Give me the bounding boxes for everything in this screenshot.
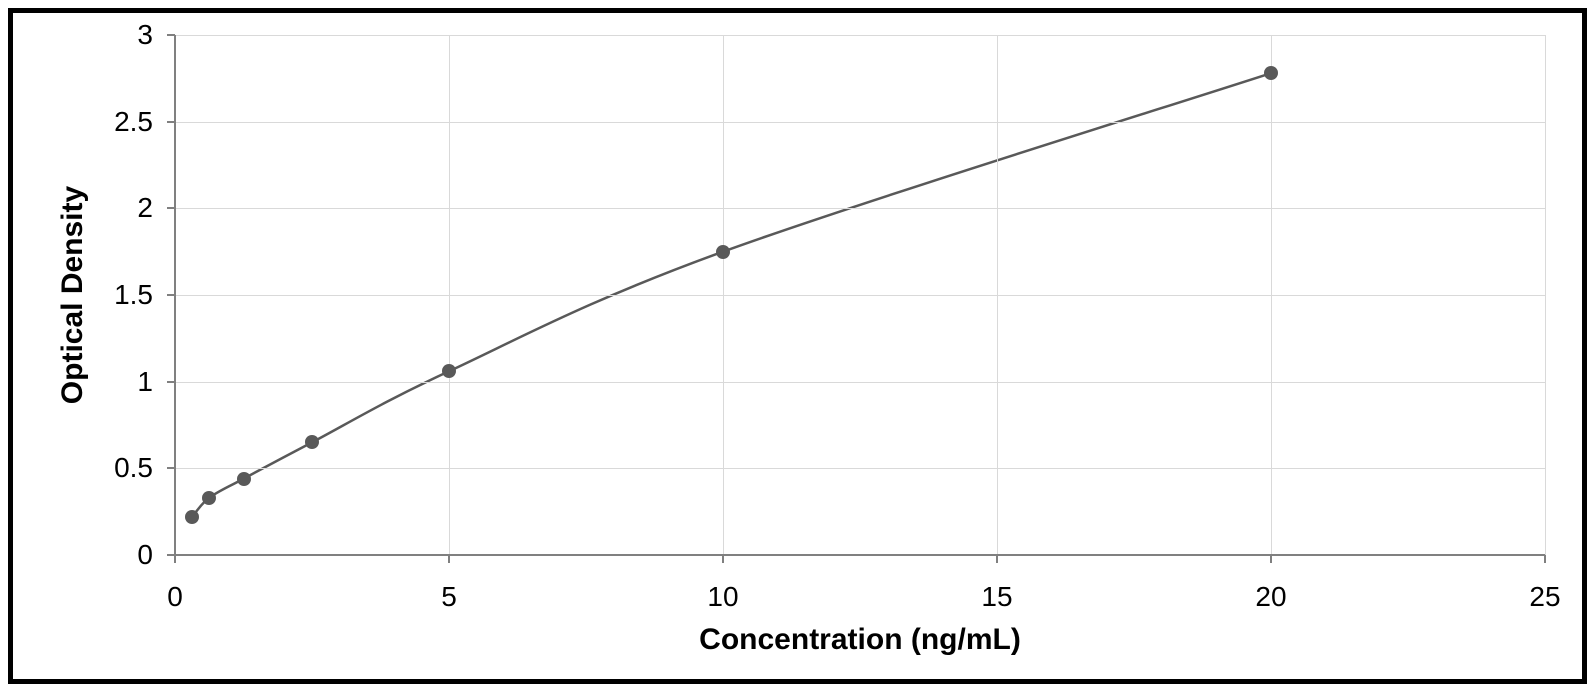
data-point-marker: [202, 491, 216, 505]
y-tick-label: 0.5: [114, 452, 153, 484]
gridline-horizontal: [175, 468, 1545, 469]
y-tick-label: 0: [137, 539, 153, 571]
gridline-horizontal: [175, 208, 1545, 209]
x-tick-label: 20: [1255, 581, 1286, 613]
x-tick-label: 10: [707, 581, 738, 613]
y-tick-label: 2.5: [114, 106, 153, 138]
y-axis-title: Optical Density: [56, 186, 90, 404]
gridline-horizontal: [175, 122, 1545, 123]
x-tick: [174, 555, 176, 563]
y-tick-label: 1: [137, 366, 153, 398]
y-tick: [167, 467, 175, 469]
y-tick-label: 2: [137, 192, 153, 224]
x-tick: [996, 555, 998, 563]
data-point-marker: [1264, 66, 1278, 80]
y-tick: [167, 381, 175, 383]
x-axis-title: Concentration (ng/mL): [699, 623, 1021, 657]
y-tick: [167, 554, 175, 556]
data-point-marker: [237, 472, 251, 486]
gridline-horizontal: [175, 35, 1545, 36]
x-axis-line: [175, 554, 1545, 556]
x-tick-label: 15: [981, 581, 1012, 613]
x-tick: [1270, 555, 1272, 563]
data-point-marker: [305, 435, 319, 449]
plot-area: [175, 35, 1545, 555]
x-tick-label: 5: [441, 581, 457, 613]
y-tick: [167, 121, 175, 123]
y-tick: [167, 207, 175, 209]
gridline-vertical: [1545, 35, 1546, 555]
x-tick-label: 0: [167, 581, 183, 613]
y-tick-label: 1.5: [114, 279, 153, 311]
data-point-marker: [185, 510, 199, 524]
x-tick-label: 25: [1529, 581, 1560, 613]
gridline-horizontal: [175, 382, 1545, 383]
y-tick-label: 3: [137, 19, 153, 51]
gridline-horizontal: [175, 295, 1545, 296]
x-tick: [722, 555, 724, 563]
x-tick: [1544, 555, 1546, 563]
data-point-marker: [716, 245, 730, 259]
x-tick: [448, 555, 450, 563]
data-point-marker: [442, 364, 456, 378]
y-tick: [167, 294, 175, 296]
y-tick: [167, 34, 175, 36]
